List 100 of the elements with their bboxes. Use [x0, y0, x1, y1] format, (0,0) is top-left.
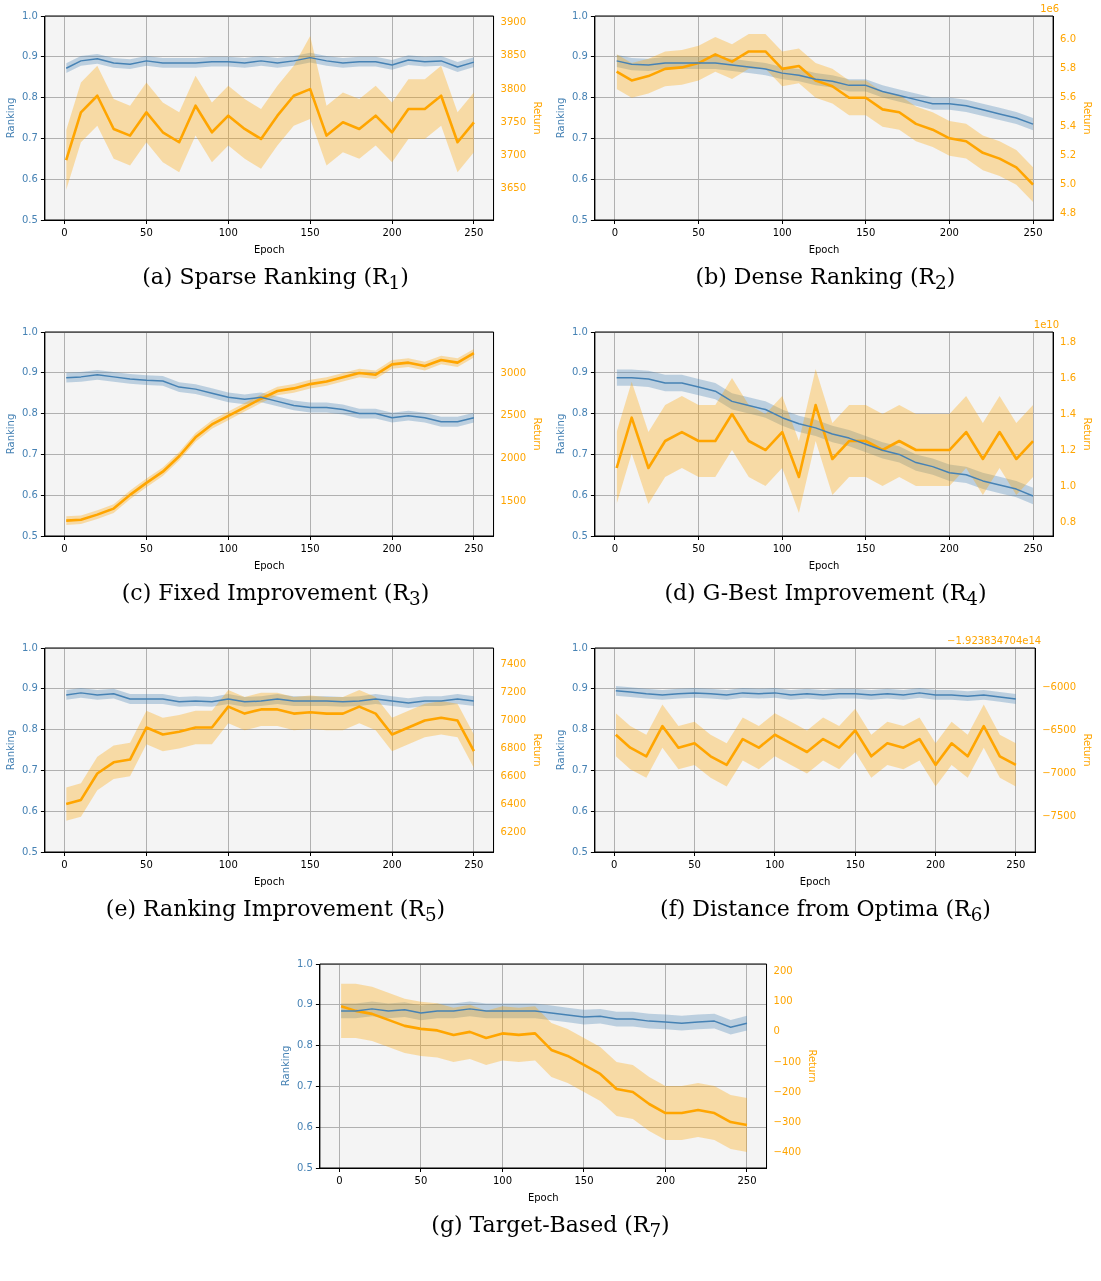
y-axis-title: Ranking	[4, 97, 16, 139]
y2-tick-label: 0	[773, 1025, 780, 1037]
x-axis-title: Epoch	[253, 559, 285, 571]
x-tick-label: 150	[300, 542, 320, 554]
x-tick-label: 250	[463, 858, 483, 870]
y2-axis-title: Return	[1081, 101, 1093, 135]
x-tick-label: 250	[1022, 542, 1043, 554]
text: 1e10	[1033, 318, 1059, 330]
text: (c) Fixed Improvement (R$_{3}$)	[121, 580, 430, 610]
x-tick-label: 200	[925, 858, 945, 870]
x-tick-label: 0	[60, 858, 68, 870]
y-tick-label: 0.6	[571, 488, 588, 500]
x-tick-label: 0	[60, 542, 68, 554]
y2-axis-title: Return	[806, 1049, 818, 1083]
y2-tick-label: 1500	[500, 495, 526, 507]
x-tick-label: 0	[611, 542, 618, 554]
y-tick-label: 0.9	[21, 366, 38, 378]
x-tick-label: 150	[300, 226, 320, 238]
y2-tick-label: 3750	[500, 115, 526, 127]
y-axis-title: Ranking	[554, 729, 566, 771]
y2-tick-label: 200	[773, 965, 793, 977]
y-tick-label: 0.5	[21, 529, 38, 541]
x-tick-label: 250	[1005, 858, 1025, 870]
y-tick-label: 1.0	[296, 957, 313, 969]
y2-tick-label: −400	[773, 1145, 801, 1157]
y2-tick-label: −100	[773, 1055, 801, 1067]
y-tick-label: 0.9	[571, 366, 588, 378]
x-tick-label: 150	[845, 858, 865, 870]
y-tick-label: 0.8	[21, 723, 38, 735]
y-tick-label: 0.8	[21, 407, 38, 419]
y-axis-title: Ranking	[554, 413, 566, 455]
y2-tick-label: −200	[773, 1085, 801, 1097]
text: −1.923834704e14	[946, 634, 1041, 646]
y2-tick-label: 1.0	[1059, 479, 1076, 491]
y2-tick-label: 0.8	[1059, 515, 1076, 527]
y-tick-label: 0.8	[21, 91, 38, 103]
y-tick-label: 0.7	[571, 447, 588, 459]
x-tick-label: 50	[414, 1174, 427, 1186]
y2-axis-title: Return	[1081, 417, 1093, 451]
y-axis-title: Ranking	[4, 729, 16, 771]
y-tick-label: 0.6	[21, 804, 38, 816]
y-tick-label: 0.9	[571, 50, 588, 62]
y-axis-title: Ranking	[4, 413, 16, 455]
y-tick-label: 0.8	[571, 91, 588, 103]
x-tick-label: 100	[218, 858, 238, 870]
y2-tick-label: 7000	[500, 714, 526, 726]
y-tick-label: 0.9	[296, 998, 313, 1010]
x-tick-label: 250	[1022, 226, 1043, 238]
y2-tick-label: −300	[773, 1115, 801, 1127]
x-tick-label: 250	[463, 226, 483, 238]
x-tick-label: 200	[655, 1174, 675, 1186]
y-tick-label: 0.7	[21, 763, 38, 775]
x-axis-title: Epoch	[253, 243, 285, 255]
x-tick-label: 50	[139, 542, 153, 554]
y2-tick-label: 6.0	[1059, 33, 1076, 45]
y-tick-label: 0.5	[571, 845, 588, 857]
y-tick-label: 0.6	[571, 804, 588, 816]
y-tick-label: 0.9	[21, 682, 38, 694]
y-tick-label: 0.5	[571, 213, 588, 225]
y-tick-label: 1.0	[571, 9, 588, 21]
x-tick-label: 0	[60, 226, 68, 238]
y2-tick-label: 7200	[500, 686, 526, 698]
x-axis-title: Epoch	[808, 559, 839, 571]
x-tick-label: 200	[381, 542, 402, 554]
y2-tick-label: 7400	[500, 658, 526, 670]
y2-tick-label: 5.8	[1059, 62, 1076, 74]
y2-tick-label: −6000	[1041, 680, 1076, 692]
x-tick-label: 150	[573, 1174, 594, 1186]
y-tick-label: 1.0	[571, 641, 588, 653]
y2-tick-label: 3700	[500, 149, 526, 161]
y-tick-label: 0.8	[571, 723, 588, 735]
y-tick-label: 0.7	[571, 131, 588, 143]
y-tick-label: 0.5	[21, 213, 38, 225]
x-tick-label: 0	[610, 858, 617, 870]
y2-tick-label: 3800	[500, 82, 526, 94]
y2-tick-label: 1.8	[1059, 335, 1076, 347]
y2-tick-label: 1.2	[1059, 443, 1076, 455]
x-tick-label: 100	[772, 226, 792, 238]
x-axis-title: Epoch	[799, 875, 830, 887]
y2-tick-label: 4.8	[1059, 207, 1076, 219]
y2-tick-label: −7500	[1041, 810, 1076, 822]
text: (f) Distance from Optima (R$_{6}$)	[660, 896, 991, 926]
y-tick-label: 0.5	[21, 845, 38, 857]
x-tick-label: 200	[381, 858, 402, 870]
y-tick-label: 0.6	[296, 1120, 313, 1132]
y-tick-label: 0.7	[571, 763, 588, 775]
y2-tick-label: 6200	[500, 825, 526, 837]
y2-tick-label: 5.6	[1059, 91, 1076, 103]
x-tick-label: 50	[139, 226, 153, 238]
x-tick-label: 100	[218, 542, 238, 554]
text: (d) G-Best Improvement (R$_{4}$)	[664, 580, 987, 610]
y-tick-label: 1.0	[21, 325, 38, 337]
y2-tick-label: 100	[773, 995, 793, 1007]
y-tick-label: 0.6	[21, 172, 38, 184]
y2-tick-label: 3900	[500, 16, 526, 28]
y-tick-label: 1.0	[571, 325, 588, 337]
x-tick-label: 250	[463, 542, 483, 554]
x-axis-title: Epoch	[527, 1191, 559, 1203]
y2-tick-label: 3850	[500, 49, 526, 61]
y2-tick-label: 3000	[500, 366, 526, 378]
